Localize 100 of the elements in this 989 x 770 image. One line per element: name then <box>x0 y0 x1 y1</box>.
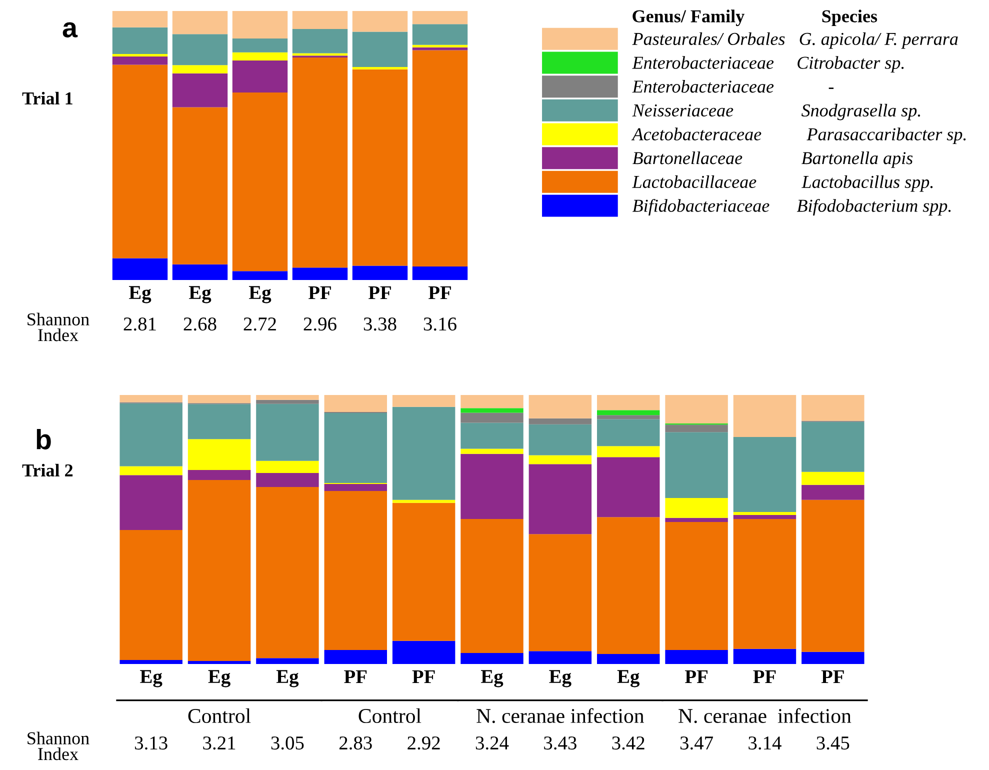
bar <box>412 266 468 280</box>
legend-label: Lactobacillaceae Lactobacillus spp. <box>632 175 933 192</box>
bar <box>733 395 796 437</box>
bar <box>232 271 288 280</box>
x-tick-label: Eg <box>248 286 272 304</box>
x-tick-label: PF <box>428 286 451 300</box>
bar <box>597 410 660 416</box>
text: 2.96 <box>304 318 336 331</box>
legend-title: Genus/ Family Species <box>632 10 878 26</box>
bar <box>120 660 182 664</box>
bar <box>256 460 319 474</box>
bar <box>172 34 228 66</box>
bar <box>172 107 228 264</box>
text: b <box>36 429 51 450</box>
bar <box>256 404 319 461</box>
text: Trial 1 <box>22 92 72 105</box>
bar <box>665 650 728 664</box>
bar <box>733 648 796 664</box>
text: 2.81 <box>124 317 156 331</box>
bar <box>188 439 251 470</box>
bar <box>112 258 168 280</box>
bar <box>528 455 592 464</box>
x-tick-label: Eg <box>480 670 504 688</box>
text: N. ceranae infection <box>476 708 644 724</box>
bar <box>188 480 251 662</box>
bar <box>232 11 288 38</box>
bar <box>528 534 592 652</box>
bar <box>665 498 728 518</box>
legend-label: Enterobacteriaceae Citrobacter sp. <box>632 56 904 73</box>
bar <box>232 52 288 60</box>
bar <box>460 652 524 664</box>
legend-label: Acetobacteraceae Parasaccaribacter sp. <box>631 128 966 144</box>
bar <box>256 473 319 487</box>
legend-label: Enterobacteriaceae - <box>632 80 834 93</box>
text: 3.42 <box>612 736 644 750</box>
bar <box>733 512 796 515</box>
bar <box>460 422 524 449</box>
bar <box>802 472 864 485</box>
text: N. ceranae infection <box>678 708 852 724</box>
bar <box>120 466 182 476</box>
x-tick-label: PF <box>308 286 331 300</box>
bar <box>232 92 288 272</box>
bar <box>292 268 348 280</box>
bar <box>597 395 660 410</box>
bar <box>292 53 348 56</box>
bar <box>733 436 796 512</box>
bar <box>112 11 168 28</box>
text: Shannon Index <box>28 732 90 760</box>
bar <box>232 38 288 52</box>
bar <box>733 519 796 649</box>
bar <box>460 408 524 413</box>
x-tick-label: Eg <box>140 670 162 688</box>
x-tick-label: PF <box>344 670 367 684</box>
bar <box>597 446 660 458</box>
bar <box>665 518 728 522</box>
text: 3.43 <box>544 736 576 750</box>
bar <box>412 44 468 48</box>
text: 3.45 <box>816 736 850 750</box>
x-tick-label: Eg <box>276 670 299 688</box>
bar <box>292 29 348 54</box>
bar <box>392 640 456 664</box>
bar <box>392 500 456 503</box>
text: 2.68 <box>184 317 216 331</box>
text: Shannon Index <box>28 312 90 342</box>
bar <box>528 418 592 424</box>
bar <box>352 69 408 266</box>
bar <box>460 454 524 520</box>
x-tick-label: Eg <box>549 670 572 688</box>
bar <box>172 65 228 74</box>
bar <box>460 395 524 408</box>
bar <box>802 395 864 421</box>
bar <box>188 404 251 440</box>
bar <box>597 517 660 654</box>
bar <box>665 424 728 432</box>
bar <box>597 457 660 518</box>
text: 2.92 <box>408 736 440 750</box>
bar <box>120 403 182 466</box>
bar <box>352 11 408 32</box>
text: 3.05 <box>271 736 304 750</box>
bar <box>256 400 319 404</box>
legend-label: Neisseriaceae Snodgrasella sp. <box>632 104 920 120</box>
bar <box>232 60 288 93</box>
bar <box>597 419 660 446</box>
legend-label: Bifidobacteriaceae Bifodobacterium spp. <box>632 199 951 216</box>
legend-label: Pasteurales/ Orbales G. apicola/ F. perrara <box>632 32 958 49</box>
bar <box>665 522 728 650</box>
text: 3.47 <box>680 736 713 750</box>
bar <box>528 651 592 664</box>
bar <box>112 64 168 258</box>
bar <box>392 502 456 641</box>
bar <box>528 395 592 418</box>
bar <box>528 424 592 456</box>
bar <box>665 432 728 498</box>
text: Trial 2 <box>22 464 73 477</box>
bar <box>802 500 864 652</box>
bar <box>597 415 660 420</box>
bar <box>352 66 408 70</box>
x-tick-label: Eg <box>128 286 152 304</box>
text: 3.21 <box>203 736 236 750</box>
bar <box>172 264 228 280</box>
